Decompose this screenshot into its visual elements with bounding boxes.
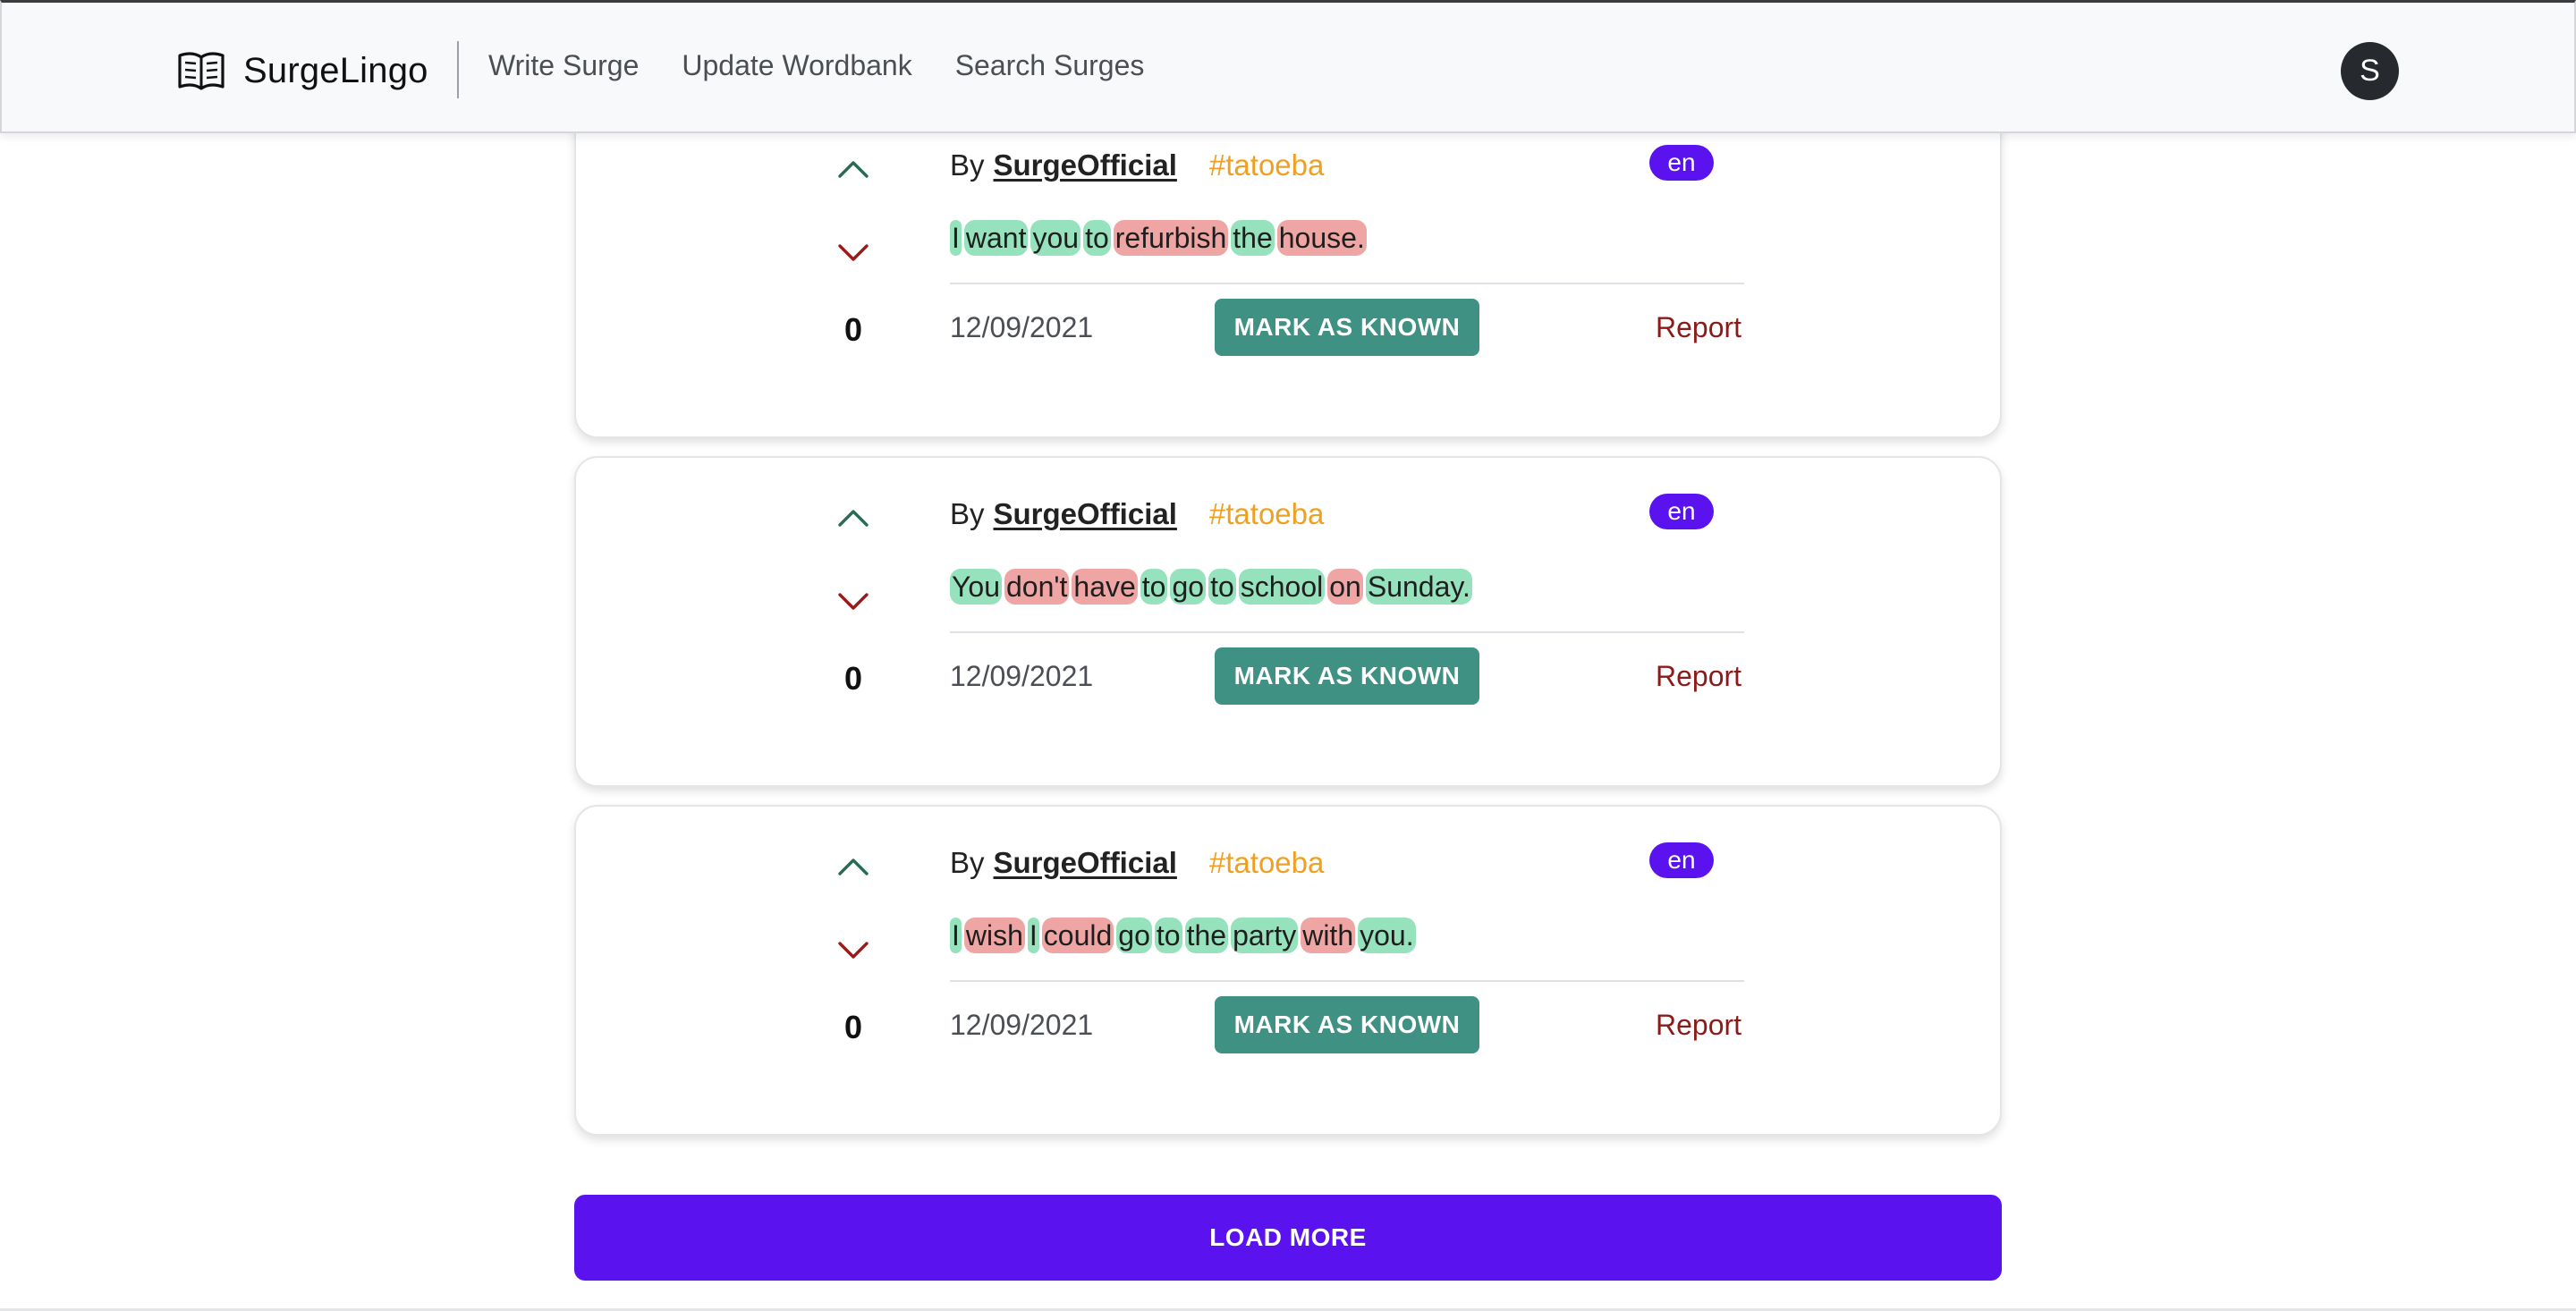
navbar: SurgeLingo Write Surge Update Wordbank S… (0, 0, 2576, 133)
unknown-word[interactable]: with (1301, 918, 1356, 953)
known-word[interactable]: to (1208, 569, 1236, 605)
known-word[interactable]: go (1116, 918, 1152, 953)
vote-count: 0 (843, 311, 863, 348)
known-word[interactable]: go (1170, 569, 1207, 605)
language-badge: en (1649, 842, 1714, 878)
nav-link-search-surges[interactable]: Search Surges (954, 49, 1145, 81)
surge-sentence: You don't have to go to school on Sunday. (950, 569, 1475, 605)
upvote-chevron-up-icon[interactable] (837, 508, 869, 528)
known-word[interactable]: I (950, 918, 962, 953)
report-link[interactable]: Report (1656, 311, 1742, 343)
known-word[interactable]: You (950, 569, 1002, 605)
card-divider (950, 980, 1744, 982)
vote-count: 0 (843, 1009, 863, 1045)
unknown-word[interactable]: don't (1004, 569, 1070, 605)
known-word[interactable]: want (963, 220, 1029, 256)
unknown-word[interactable]: have (1072, 569, 1138, 605)
brand-name: SurgeLingo (243, 50, 428, 90)
report-link[interactable]: Report (1656, 1009, 1742, 1041)
user-avatar[interactable]: S (2341, 42, 2399, 100)
bottom-divider (0, 1308, 2576, 1311)
known-word[interactable]: to (1154, 918, 1182, 953)
nav-link-write-surge[interactable]: Write Surge (488, 49, 640, 81)
mark-as-known-button[interactable]: MARK AS KNOWN (1215, 299, 1479, 356)
by-label: By (950, 148, 985, 182)
known-word[interactable]: school (1238, 569, 1326, 605)
surge-meta: By SurgeOfficial #tatoeba (950, 148, 1324, 182)
mark-as-known-button[interactable]: MARK AS KNOWN (1215, 996, 1479, 1053)
language-badge: en (1649, 145, 1714, 181)
known-word[interactable]: you (1030, 220, 1081, 256)
unknown-word[interactable]: on (1327, 569, 1363, 605)
surge-date: 12/09/2021 (950, 1009, 1094, 1041)
known-word[interactable]: I (950, 220, 962, 256)
known-word[interactable]: party (1231, 918, 1299, 953)
surge-date: 12/09/2021 (950, 660, 1094, 692)
load-more-button[interactable]: LOAD MORE (574, 1195, 2002, 1281)
known-word[interactable]: I (1027, 918, 1039, 953)
by-label: By (950, 846, 985, 879)
upvote-chevron-up-icon[interactable] (837, 857, 869, 876)
downvote-chevron-down-icon[interactable] (837, 941, 869, 960)
by-label: By (950, 497, 985, 530)
surge-date: 12/09/2021 (950, 311, 1094, 343)
brand-link[interactable]: SurgeLingo (177, 44, 428, 97)
unknown-word[interactable]: refurbish (1113, 220, 1229, 256)
nav-links: Write Surge Update Wordbank Search Surge… (488, 49, 1144, 82)
vote-count: 0 (843, 660, 863, 697)
downvote-chevron-down-icon[interactable] (837, 592, 869, 612)
card-divider (950, 283, 1744, 284)
author-link[interactable]: SurgeOfficial (993, 148, 1177, 182)
card-divider (950, 631, 1744, 633)
known-word[interactable]: the (1231, 220, 1275, 256)
surge-meta: By SurgeOfficial #tatoeba (950, 846, 1324, 880)
surge-meta: By SurgeOfficial #tatoeba (950, 497, 1324, 531)
unknown-word[interactable]: could (1041, 918, 1114, 953)
unknown-word[interactable]: house. (1276, 220, 1367, 256)
known-word[interactable]: the (1184, 918, 1229, 953)
known-word[interactable]: Sunday. (1365, 569, 1472, 605)
unknown-word[interactable]: wish (963, 918, 1025, 953)
author-link[interactable]: SurgeOfficial (993, 497, 1177, 530)
mark-as-known-button[interactable]: MARK AS KNOWN (1215, 647, 1479, 705)
tag-link[interactable]: #tatoeba (1208, 846, 1325, 879)
downvote-chevron-down-icon[interactable] (837, 243, 869, 263)
surge-card: 0 By SurgeOfficial #tatoeba en You don't h… (574, 456, 2002, 787)
upvote-chevron-up-icon[interactable] (837, 159, 869, 179)
known-word[interactable]: to (1140, 569, 1168, 605)
known-word[interactable]: you. (1358, 918, 1416, 953)
open-book-icon (178, 52, 225, 90)
nav-divider (457, 41, 459, 98)
tag-link[interactable]: #tatoeba (1208, 148, 1325, 182)
nav-link-update-wordbank[interactable]: Update Wordbank (682, 49, 912, 81)
known-word[interactable]: to (1083, 220, 1111, 256)
report-link[interactable]: Report (1656, 660, 1742, 692)
language-badge: en (1649, 494, 1714, 529)
author-link[interactable]: SurgeOfficial (993, 846, 1177, 879)
tag-link[interactable]: #tatoeba (1208, 497, 1325, 530)
